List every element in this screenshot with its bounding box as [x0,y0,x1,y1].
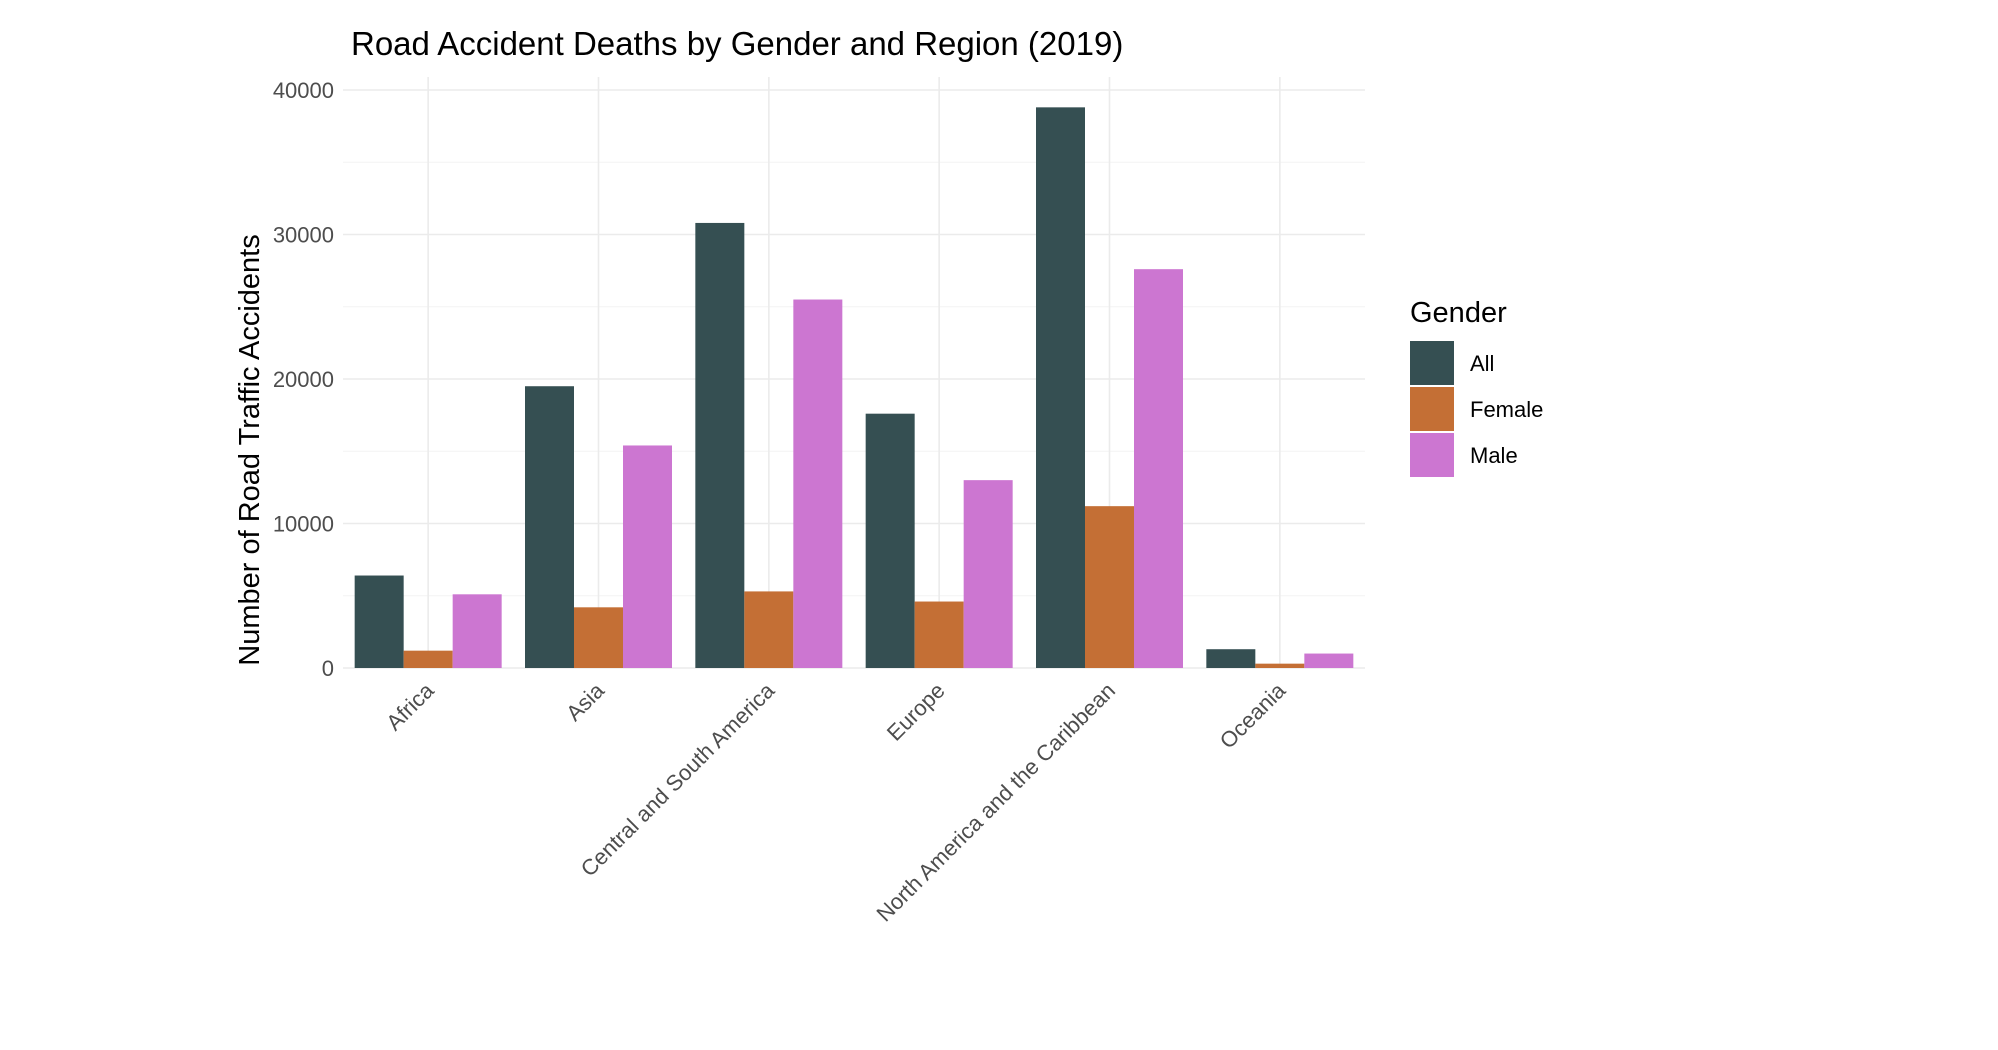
bar-all-europe [865,413,915,668]
bar-all-north-america-and-the-caribbean [1036,107,1085,669]
bar-male-europe [963,480,1013,668]
y-tick-label: 40000 [273,78,334,103]
y-tick-label: 30000 [273,223,334,248]
legend-key-all [1410,341,1454,385]
y-tick-label: 20000 [273,367,334,392]
bar-female-central-and-south-america [744,591,794,668]
legend: Gender All Female Male [1410,297,1543,477]
y-tick-label: 0 [322,656,334,681]
legend-key-female [1410,387,1454,431]
bar-all-oceania [1206,649,1256,668]
bar-male-africa [452,594,502,668]
legend-title: Gender [1410,297,1507,329]
bars [354,107,1354,669]
legend-label-female: Female [1470,397,1543,422]
bar-all-central-and-south-america [695,222,745,668]
bar-all-asia [525,386,574,668]
chart-title: Road Accident Deaths by Gender and Regio… [351,25,1123,62]
bar-male-asia [623,445,672,668]
bar-female-africa [403,650,453,668]
bar-female-europe [914,601,964,668]
legend-label-all: All [1470,351,1494,376]
bar-female-asia [574,607,623,668]
bar-male-central-and-south-america [793,299,843,668]
bar-male-oceania [1304,653,1354,668]
y-tick-label: 10000 [273,512,334,537]
y-axis-ticks: 0 10000 20000 30000 40000 [273,78,334,681]
gridlines [343,77,1365,669]
legend-key-male [1410,433,1454,477]
legend-label-male: Male [1470,443,1518,468]
bar-female-north-america-and-the-caribbean [1085,506,1134,668]
bar-all-africa [354,575,404,668]
y-axis-label: Number of Road Traffic Accidents [234,234,266,665]
bar-male-north-america-and-the-caribbean [1134,269,1183,668]
bar-female-oceania [1255,663,1305,668]
